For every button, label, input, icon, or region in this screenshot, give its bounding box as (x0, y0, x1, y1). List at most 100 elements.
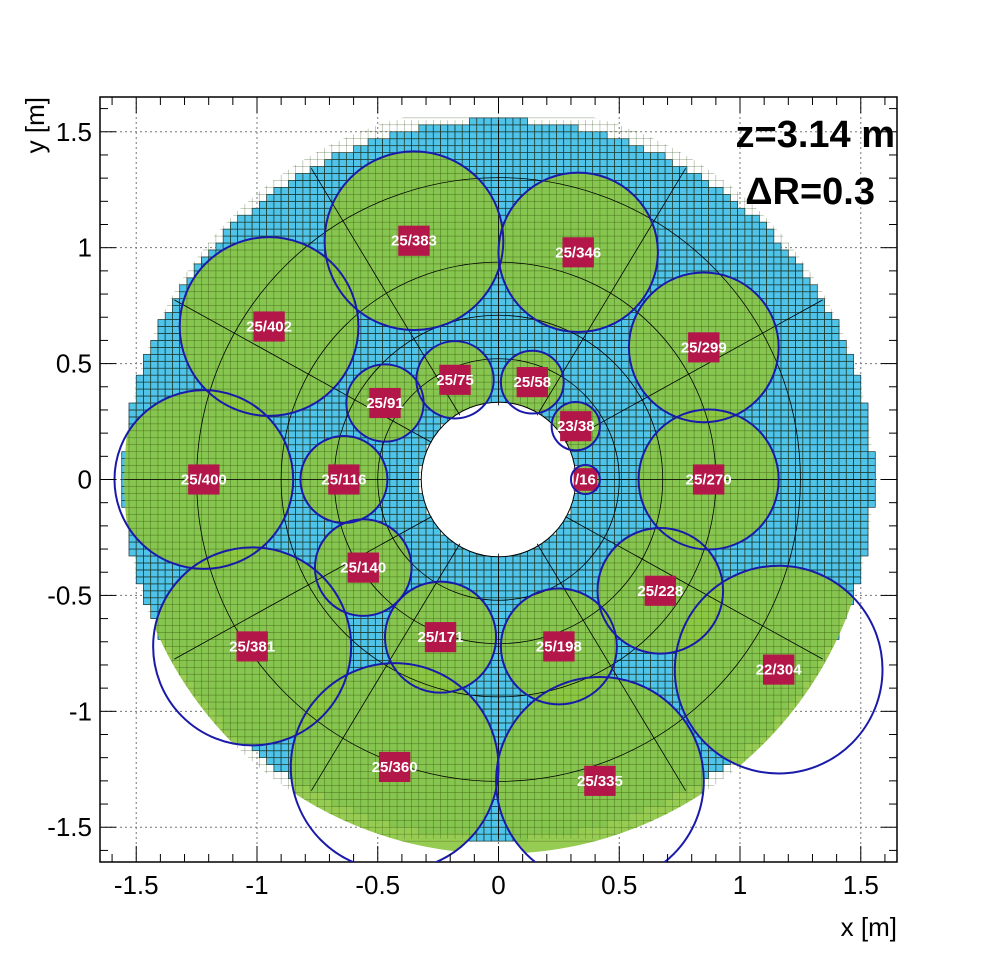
detector-cell (317, 200, 325, 209)
detector-cell (519, 138, 528, 147)
detector-cell (505, 180, 514, 188)
detector-cell (570, 131, 579, 140)
detector-cell (425, 131, 434, 140)
detector-cell (461, 569, 470, 578)
detector-cell (447, 131, 456, 140)
detector-cell (396, 472, 405, 480)
detector-cell (403, 347, 412, 355)
detector-cell (164, 381, 173, 390)
detector-cell (498, 159, 507, 167)
detector-cell (360, 353, 369, 362)
detector-cell (476, 562, 485, 571)
detector-cell (454, 152, 463, 160)
detector-cell (548, 152, 557, 160)
detector-cell (505, 597, 514, 606)
detector-cell (556, 541, 565, 550)
detector-cell (512, 555, 521, 564)
detector-cell (556, 548, 565, 557)
detector-cell (454, 138, 463, 147)
detector-cell (418, 534, 427, 543)
detector-cell (418, 423, 427, 432)
detector-cell (150, 360, 159, 369)
detector-cell (498, 117, 507, 126)
detector-cell (527, 131, 536, 140)
detector-cell (556, 138, 565, 147)
detector-cell (483, 326, 492, 334)
detector-cell (280, 187, 289, 195)
detector-cell (505, 173, 514, 181)
detector-cell (469, 312, 478, 320)
detector-cell (534, 145, 543, 153)
detector-cell (483, 319, 492, 327)
detector-cell (556, 166, 565, 174)
detector-cell (563, 145, 572, 153)
detector-cell (382, 451, 391, 459)
detector-cell (570, 138, 579, 147)
detector-cell (295, 548, 304, 557)
detector-cell (324, 520, 333, 529)
detector-cell (476, 117, 485, 126)
detector-cell (331, 152, 340, 160)
detector-cell (396, 451, 405, 459)
detector-cell (519, 124, 528, 133)
detector-cell (534, 131, 543, 140)
detector-cell (498, 138, 507, 147)
detector-cell (403, 479, 412, 487)
detector-cell (556, 569, 565, 578)
detector-cell (280, 416, 289, 425)
detector-cell (454, 326, 463, 334)
detector-cell (505, 562, 514, 571)
detector-cell (396, 479, 405, 487)
detector-cell (418, 506, 427, 515)
detector-cell (505, 326, 514, 334)
detector-cell (164, 367, 173, 376)
detector-cell (367, 618, 376, 626)
detector-cell (490, 806, 499, 814)
detector-cell (425, 562, 434, 571)
detector-cell (490, 319, 499, 327)
detector-cell (266, 207, 275, 216)
detector-cell (288, 430, 296, 439)
detector-cell (309, 534, 318, 543)
detector-cell (483, 562, 492, 571)
detector-cell (454, 131, 463, 140)
detector-cell (360, 653, 369, 661)
detector-cell (498, 333, 507, 341)
detector-cell (505, 194, 514, 202)
detector-cell (396, 458, 405, 466)
detector-cell (556, 145, 565, 153)
detector-cell (288, 527, 296, 536)
detector-cell (483, 298, 492, 306)
detector-cell (432, 333, 441, 341)
detector-cell (266, 221, 275, 230)
detector-cell (309, 520, 318, 529)
detector-cell (172, 367, 181, 376)
detector-cell (527, 576, 536, 585)
detector-cell (454, 569, 463, 578)
detector-cell (519, 333, 528, 341)
detector-cell (490, 291, 499, 300)
detector-cell (432, 534, 441, 543)
detector-cell (411, 479, 420, 487)
detector-cell (179, 367, 188, 376)
detector-cell (519, 569, 528, 578)
detector-cell (556, 124, 565, 133)
detector-cell (360, 360, 369, 369)
detector-cell (353, 659, 362, 668)
detector-cell (309, 180, 318, 188)
detector-cell (360, 319, 369, 327)
detector-cell (483, 833, 492, 842)
detector-cell (534, 340, 543, 348)
detector-cell (411, 513, 420, 522)
detector-cell (498, 152, 507, 160)
detector-cell (483, 152, 492, 160)
detector-cell (440, 138, 449, 147)
detector-cell (309, 423, 318, 432)
detector-cell (505, 680, 514, 689)
detector-cell (498, 576, 507, 585)
detector-cell (273, 743, 282, 752)
detector-cell (498, 187, 507, 195)
detector-cell (331, 395, 340, 404)
detector-cell (317, 402, 325, 411)
detector-cell (505, 590, 514, 599)
